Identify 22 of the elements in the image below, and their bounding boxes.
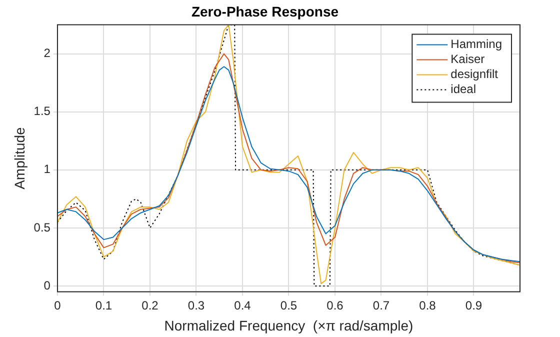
y-tick-label: 0.5 [34, 220, 51, 234]
y-axis-title: Amplitude [11, 126, 28, 190]
x-tick-label: 0.9 [465, 298, 482, 312]
legend-label: ideal [450, 82, 476, 96]
legend-label: Kaiser [450, 52, 485, 66]
x-tick-label: 0.7 [372, 298, 390, 312]
x-tick-label: 0.2 [142, 298, 159, 312]
x-tick-label: 0.1 [95, 298, 112, 312]
x-tick-label: 0.5 [280, 298, 298, 312]
x-tick-label: 0.8 [419, 298, 436, 312]
x-tick-label: 0 [54, 298, 62, 312]
legend-label: Hamming [450, 37, 502, 52]
x-tick-label: 0.3 [188, 298, 205, 312]
x-axis-title: Normalized Frequency (×π rad/sample) [164, 317, 414, 334]
x-tick-label: 0.6 [326, 298, 344, 312]
x-tick-label: 0.4 [234, 298, 252, 312]
y-tick-label: 1.5 [34, 104, 51, 118]
y-tick-label: 0 [44, 278, 51, 292]
y-tick-label: 2 [44, 46, 51, 60]
legend-label: designfilt [450, 67, 499, 82]
chart-title: Zero-Phase Response [191, 3, 339, 20]
y-tick-label: 1 [44, 162, 51, 176]
